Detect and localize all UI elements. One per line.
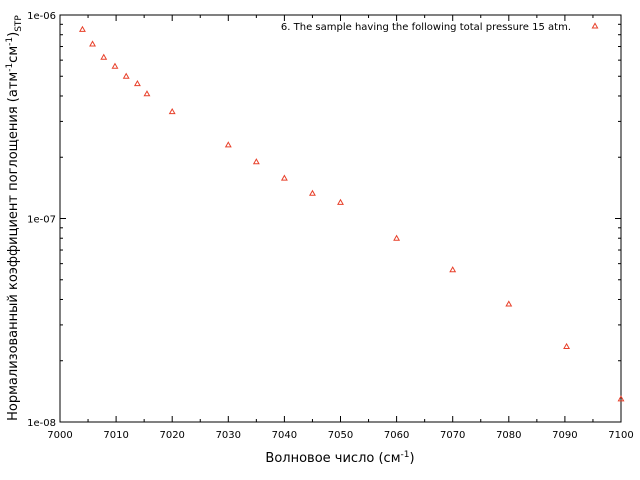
legend-marker-triangle [591,22,599,29]
y-tick-label: 1e-08 [27,418,56,429]
x-tick-label: 7020 [159,430,184,441]
data-series [78,25,625,402]
data-point [308,189,316,196]
legend-marker [591,22,599,29]
data-point [168,108,176,115]
data-point [111,62,119,69]
y-axis-label-sup1: -1 [5,63,15,72]
x-axis-label: Волновое число (см-1) [265,450,414,466]
y-axis-ticks: 1e-08 1e-07 1e-06 [27,11,621,429]
plot-frame [59,14,622,423]
x-tick-label: 7060 [384,430,409,441]
data-point [280,174,288,181]
x-tick-label: 7030 [216,430,241,441]
x-tick-label: 7100 [608,430,633,441]
y-axis-label-mid: см [6,46,21,63]
x-tick-label: 7090 [552,430,577,441]
data-point [100,53,108,60]
y-axis-label-sup2: -1 [5,37,15,46]
x-tick-label: 7000 [47,430,72,441]
legend-label: 6. The sample having the following total… [281,22,571,33]
data-point [122,72,130,79]
y-axis-label: Нормализованный коэффициент поглощения (… [5,15,24,421]
x-axis-label-sup: -1 [401,450,410,460]
y-axis-label-text: Нормализованный коэффициент поглощения (… [6,72,21,421]
x-tick-label: 7080 [496,430,521,441]
y-tick-label: 1e-07 [27,215,56,226]
data-point [252,158,260,165]
data-point [78,25,86,32]
data-point [563,342,571,349]
data-point [617,395,625,402]
data-point [393,234,401,241]
x-axis-label-text: Волновое число (см [265,451,400,466]
x-axis-ticks: 7000 7010 7020 7030 7040 7050 7060 7070 7080 7090… [47,15,634,441]
data-point [505,300,513,307]
y-axis-label-sub: STP [14,15,24,32]
y-tick-label: 1e-06 [27,11,56,22]
data-point [133,80,141,87]
data-point [449,266,457,273]
x-tick-label: 7010 [103,430,128,441]
x-tick-label: 7040 [272,430,297,441]
data-point [224,141,232,148]
x-tick-label: 7050 [328,430,353,441]
x-tick-label: 7070 [440,430,465,441]
x-axis-label-tail: ) [409,451,414,466]
data-point [143,90,151,97]
y-axis-label-close: ) [6,32,21,37]
data-point [89,40,96,47]
data-point [337,198,344,205]
